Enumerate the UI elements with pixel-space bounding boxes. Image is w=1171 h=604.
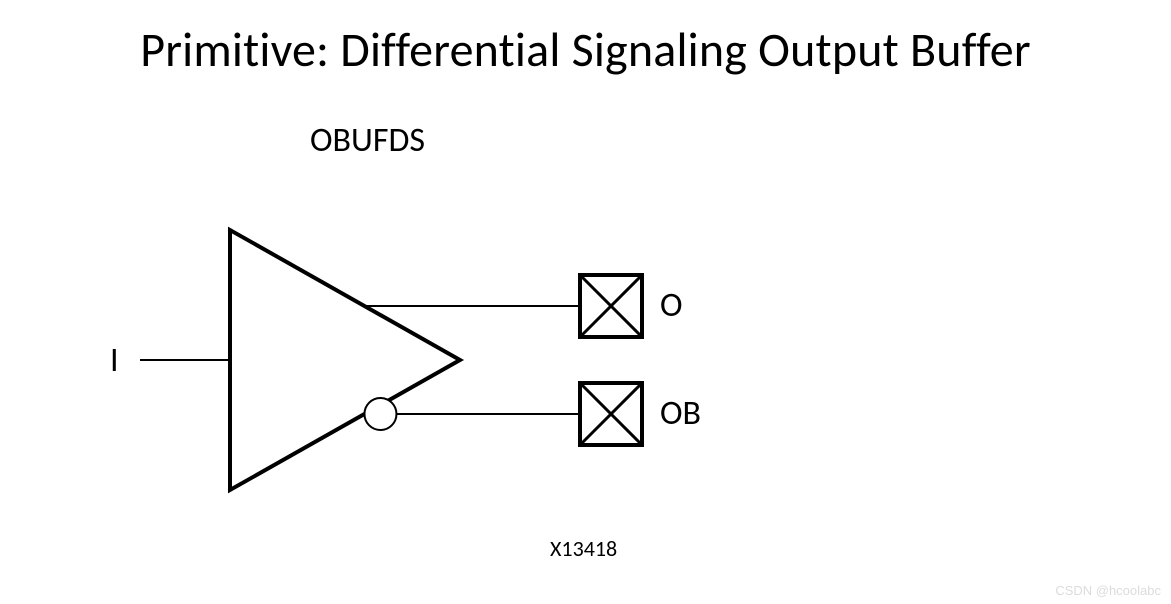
obufds-svg	[120, 190, 820, 550]
watermark: CSDN @hcoolabc	[1055, 583, 1161, 598]
figure-id: X13418	[550, 535, 617, 562]
obufds-diagram: OBUFDS I O OB X13418	[120, 130, 1020, 580]
component-label: OBUFDS	[310, 120, 425, 161]
input-label: I	[110, 340, 119, 381]
output-n-label: OB	[660, 393, 701, 434]
output-p-label: O	[660, 285, 683, 326]
page-title: Primitive: Differential Signaling Output…	[0, 20, 1171, 79]
